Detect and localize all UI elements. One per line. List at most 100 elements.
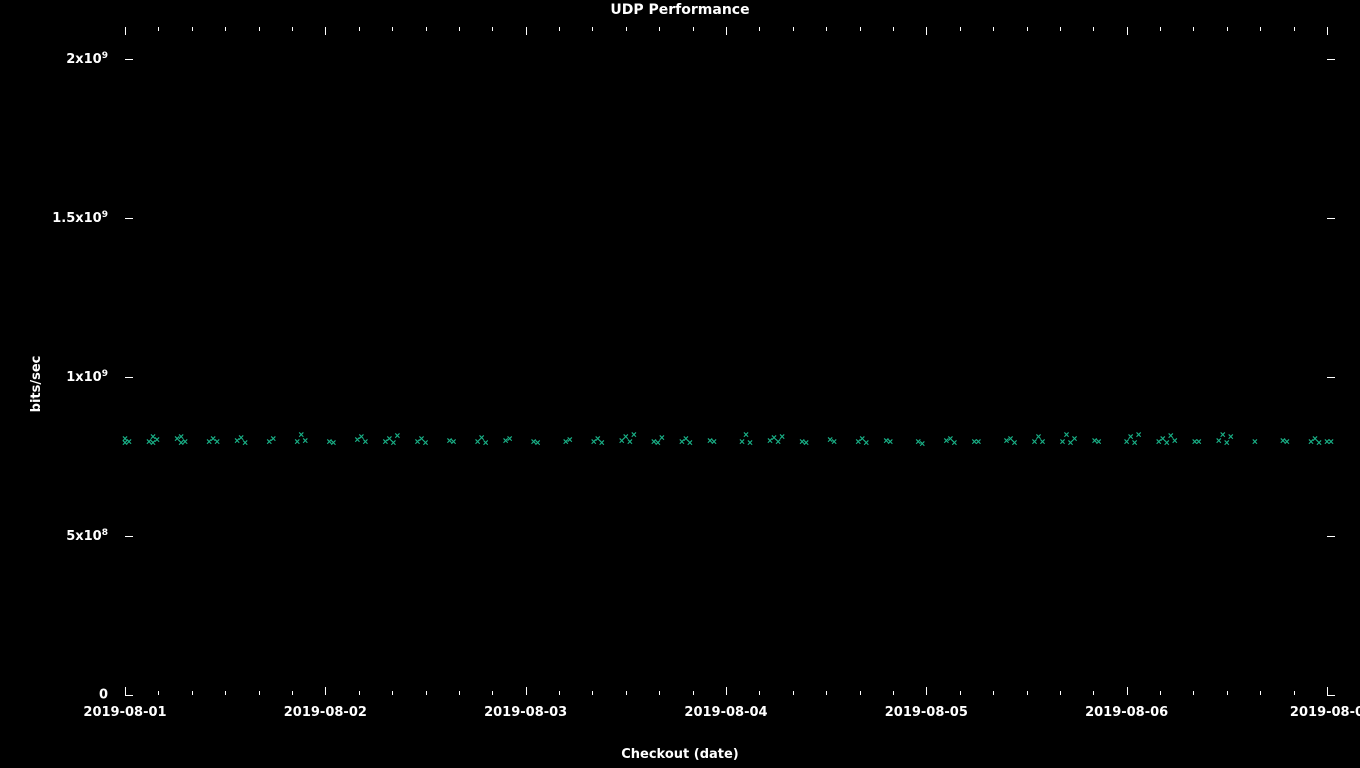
x-minor-tick	[659, 27, 660, 31]
x-minor-tick	[559, 27, 560, 31]
data-point: ×	[1034, 434, 1044, 444]
data-point: ×	[501, 438, 511, 448]
data-point: ×	[593, 436, 603, 446]
data-point: ×	[392, 433, 402, 443]
data-point: ×	[264, 439, 274, 449]
x-minor-tick	[526, 27, 527, 31]
x-minor-tick	[426, 691, 427, 695]
y-tick-mark	[1327, 695, 1335, 696]
x-minor-tick	[1193, 691, 1194, 695]
data-point: ×	[629, 432, 639, 442]
data-point: ×	[685, 440, 695, 450]
x-minor-tick	[626, 691, 627, 695]
y-tick-mark	[1327, 218, 1335, 219]
data-point: ×	[589, 439, 599, 449]
data-point: ×	[829, 439, 839, 449]
data-point: ×	[561, 439, 571, 449]
x-minor-tick	[1294, 27, 1295, 31]
data-point: ×	[1250, 439, 1260, 449]
x-minor-tick	[893, 691, 894, 695]
x-minor-tick	[926, 27, 927, 31]
data-point: ×	[1070, 436, 1080, 446]
x-tick-label: 2019-08-0	[1290, 705, 1360, 720]
x-minor-tick	[158, 27, 159, 31]
data-point: ×	[625, 439, 635, 449]
x-minor-tick	[492, 691, 493, 695]
data-point: ×	[1222, 440, 1232, 450]
x-tick-label: 2019-08-04	[684, 705, 767, 720]
x-minor-tick	[459, 691, 460, 695]
x-minor-tick	[1060, 27, 1061, 31]
y-tick-mark	[1327, 536, 1335, 537]
data-point: ×	[973, 439, 983, 449]
data-point: ×	[801, 440, 811, 450]
y-tick-mark	[125, 695, 133, 696]
data-point: ×	[172, 436, 182, 446]
data-point: ×	[1226, 434, 1236, 444]
data-point: ×	[212, 439, 222, 449]
x-minor-tick	[259, 27, 260, 31]
x-minor-tick	[659, 691, 660, 695]
x-minor-tick	[693, 27, 694, 31]
x-minor-tick	[559, 691, 560, 695]
data-point: ×	[621, 434, 631, 444]
x-minor-tick	[960, 27, 961, 31]
data-point: ×	[1306, 439, 1316, 449]
data-point: ×	[1090, 438, 1100, 448]
data-point: ×	[649, 439, 659, 449]
data-point: ×	[1030, 439, 1040, 449]
data-point: ×	[1282, 439, 1292, 449]
data-point: ×	[1126, 434, 1136, 444]
y-tick-mark	[1327, 377, 1335, 378]
x-minor-tick	[1160, 27, 1161, 31]
data-point: ×	[477, 435, 487, 445]
x-minor-tick	[826, 27, 827, 31]
data-point: ×	[328, 440, 338, 450]
data-point: ×	[473, 439, 483, 449]
x-minor-tick	[325, 691, 326, 695]
data-point: ×	[412, 439, 422, 449]
data-point: ×	[1130, 440, 1140, 450]
x-minor-tick	[793, 27, 794, 31]
y-tick-label: 1x109	[66, 369, 108, 385]
y-tick-mark	[125, 536, 133, 537]
x-minor-tick	[392, 691, 393, 695]
data-point: ×	[1134, 432, 1144, 442]
data-point: ×	[745, 440, 755, 450]
y-tick-label: 2x109	[66, 51, 108, 67]
x-minor-tick	[1093, 691, 1094, 695]
data-point: ×	[797, 439, 807, 449]
data-point: ×	[1162, 440, 1172, 450]
data-point: ×	[204, 439, 214, 449]
x-minor-tick	[1260, 691, 1261, 695]
data-point: ×	[1158, 436, 1168, 446]
data-point: ×	[565, 437, 575, 447]
data-point: ×	[296, 432, 306, 442]
x-minor-tick	[926, 691, 927, 695]
x-axis-label: Checkout (date)	[0, 747, 1360, 762]
x-tick-label: 2019-08-02	[284, 705, 367, 720]
x-minor-tick	[259, 691, 260, 695]
data-point: ×	[1166, 433, 1176, 443]
data-point: ×	[741, 432, 751, 442]
data-point: ×	[857, 436, 867, 446]
x-minor-tick	[359, 27, 360, 31]
x-minor-tick	[1160, 691, 1161, 695]
y-tick-mark	[125, 377, 133, 378]
y-axis-label: bits/sec	[29, 356, 44, 413]
x-tick-label: 2019-08-05	[885, 705, 968, 720]
data-point: ×	[180, 439, 190, 449]
data-point: ×	[300, 438, 310, 448]
y-tick-label: 0	[99, 688, 108, 703]
data-point: ×	[1154, 439, 1164, 449]
data-point: ×	[208, 436, 218, 446]
x-minor-tick	[793, 691, 794, 695]
x-minor-tick	[1260, 27, 1261, 31]
x-minor-tick	[1127, 691, 1128, 695]
data-point: ×	[1170, 438, 1180, 448]
x-minor-tick	[492, 27, 493, 31]
data-point: ×	[1194, 439, 1204, 449]
x-minor-tick	[592, 27, 593, 31]
data-point: ×	[657, 435, 667, 445]
x-minor-tick	[1193, 27, 1194, 31]
